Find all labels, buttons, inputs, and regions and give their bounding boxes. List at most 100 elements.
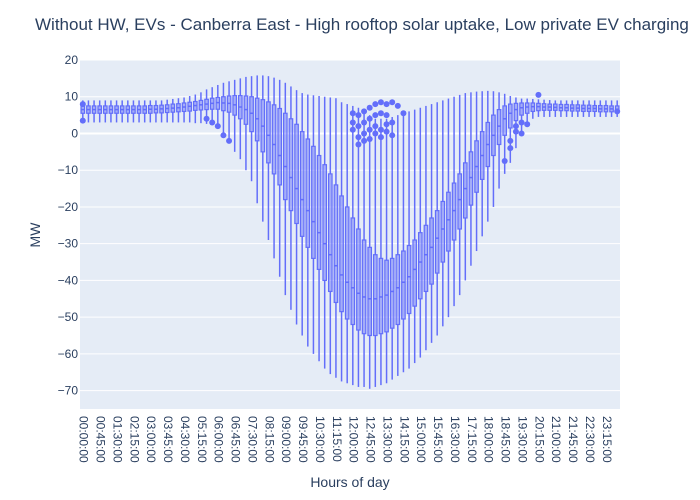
x-tick-label: 04:30:00 bbox=[178, 416, 192, 463]
box-18:45:00 bbox=[502, 93, 508, 174]
outlier-point bbox=[79, 101, 86, 108]
outlier-point bbox=[372, 112, 379, 119]
box-iqr bbox=[417, 232, 423, 300]
box-04:45:00 bbox=[187, 96, 193, 123]
outlier-point bbox=[372, 123, 379, 130]
box-iqr bbox=[372, 254, 378, 337]
box-23:15:00 bbox=[603, 100, 609, 117]
outlier-point bbox=[226, 137, 233, 144]
y-tick-label: −60 bbox=[58, 347, 79, 361]
x-tick-label: 03:45:00 bbox=[161, 416, 175, 463]
outlier-point bbox=[614, 108, 621, 115]
x-tick-label: 03:00:00 bbox=[144, 416, 158, 463]
outlier-point bbox=[383, 121, 390, 128]
x-tick-label: 09:00:00 bbox=[279, 416, 293, 463]
box-01:15:00 bbox=[108, 100, 114, 123]
box-iqr bbox=[299, 131, 305, 237]
box-iqr bbox=[327, 173, 333, 293]
outlier-point bbox=[377, 134, 384, 141]
box-18:15:00 bbox=[491, 91, 496, 207]
outlier-point bbox=[377, 99, 384, 106]
grid-lines bbox=[80, 59, 620, 392]
outlier-point bbox=[366, 126, 373, 133]
y-tick-label: −30 bbox=[58, 237, 79, 251]
outlier-point bbox=[518, 119, 525, 126]
outlier-point bbox=[535, 91, 542, 98]
box-22:15:00 bbox=[581, 100, 586, 117]
outlier-point bbox=[355, 134, 362, 141]
box-15:15:00 bbox=[423, 105, 429, 351]
box-08:00:00 bbox=[260, 75, 266, 222]
x-tick-label: 08:15:00 bbox=[262, 416, 276, 463]
box-iqr bbox=[271, 104, 277, 175]
outlier-point bbox=[400, 110, 407, 117]
box-iqr bbox=[322, 164, 328, 282]
box-07:15:00 bbox=[243, 76, 249, 171]
y-tick-label: 20 bbox=[65, 53, 79, 67]
box-20:15:00 bbox=[536, 99, 541, 117]
box-iqr bbox=[389, 257, 395, 329]
outlier-point bbox=[389, 132, 396, 139]
box-06:45:00 bbox=[232, 79, 238, 152]
box-20:45:00 bbox=[547, 100, 553, 117]
box-07:30:00 bbox=[249, 76, 254, 182]
box-07:45:00 bbox=[254, 75, 260, 204]
box-iqr bbox=[356, 228, 361, 331]
box-iqr bbox=[457, 173, 463, 230]
x-tick-label: 12:00:00 bbox=[347, 416, 361, 463]
box-iqr bbox=[434, 210, 440, 274]
outlier-point bbox=[501, 158, 508, 165]
x-tick-label: 05:15:00 bbox=[195, 416, 209, 463]
x-tick-label: 15:45:00 bbox=[431, 416, 445, 463]
outlier-point bbox=[377, 110, 384, 117]
x-tick-label: 13:30:00 bbox=[380, 416, 394, 463]
box-iqr bbox=[282, 112, 288, 201]
outlier-point bbox=[79, 117, 86, 124]
box-iqr bbox=[468, 151, 474, 206]
x-tick-label: 21:45:00 bbox=[566, 416, 580, 463]
box-iqr bbox=[249, 96, 254, 133]
box-10:30:00 bbox=[316, 96, 322, 362]
y-tick-label: −70 bbox=[58, 384, 79, 398]
box-15:00:00 bbox=[417, 107, 423, 358]
box-11:45:00 bbox=[344, 104, 350, 384]
box-17:30:00 bbox=[474, 91, 479, 252]
outlier-point bbox=[366, 115, 373, 122]
chart-title: Without HW, EVs - Canberra East - High r… bbox=[35, 15, 689, 34]
box-14:45:00 bbox=[412, 109, 418, 364]
outlier-point bbox=[220, 132, 227, 139]
y-tick-label: −10 bbox=[58, 163, 79, 177]
box-23:30:00 bbox=[609, 100, 614, 117]
box-16:30:00 bbox=[451, 96, 457, 307]
x-tick-label: 19:30:00 bbox=[515, 416, 529, 463]
box-03:45:00 bbox=[164, 99, 170, 123]
box-iqr bbox=[496, 108, 502, 146]
box-21:30:00 bbox=[564, 100, 569, 117]
box-iqr bbox=[288, 118, 294, 212]
box-04:00:00 bbox=[170, 98, 176, 123]
box-11:00:00 bbox=[327, 97, 333, 375]
box-02:15:00 bbox=[131, 100, 136, 123]
x-tick-label: 18:00:00 bbox=[482, 416, 496, 463]
outlier-point bbox=[366, 104, 373, 111]
box-iqr bbox=[277, 107, 283, 186]
box-20:30:00 bbox=[541, 99, 547, 117]
box-iqr bbox=[367, 246, 373, 337]
outlier-point bbox=[349, 126, 356, 133]
box-17:45:00 bbox=[479, 91, 485, 237]
box-iqr bbox=[316, 154, 322, 271]
outlier-point bbox=[349, 110, 356, 117]
outlier-point bbox=[389, 119, 396, 126]
box-05:15:00 bbox=[198, 92, 204, 124]
x-tick-label: 00:00:00 bbox=[77, 416, 91, 463]
box-10:15:00 bbox=[311, 95, 316, 354]
box-10:00:00 bbox=[305, 94, 311, 347]
box-05:45:00 bbox=[209, 87, 215, 125]
box-17:15:00 bbox=[468, 92, 474, 266]
box-iqr bbox=[429, 217, 434, 285]
x-tick-label: 15:00:00 bbox=[414, 416, 428, 463]
box-03:15:00 bbox=[153, 100, 159, 123]
outlier-point bbox=[507, 145, 514, 152]
box-iqr bbox=[519, 102, 524, 116]
